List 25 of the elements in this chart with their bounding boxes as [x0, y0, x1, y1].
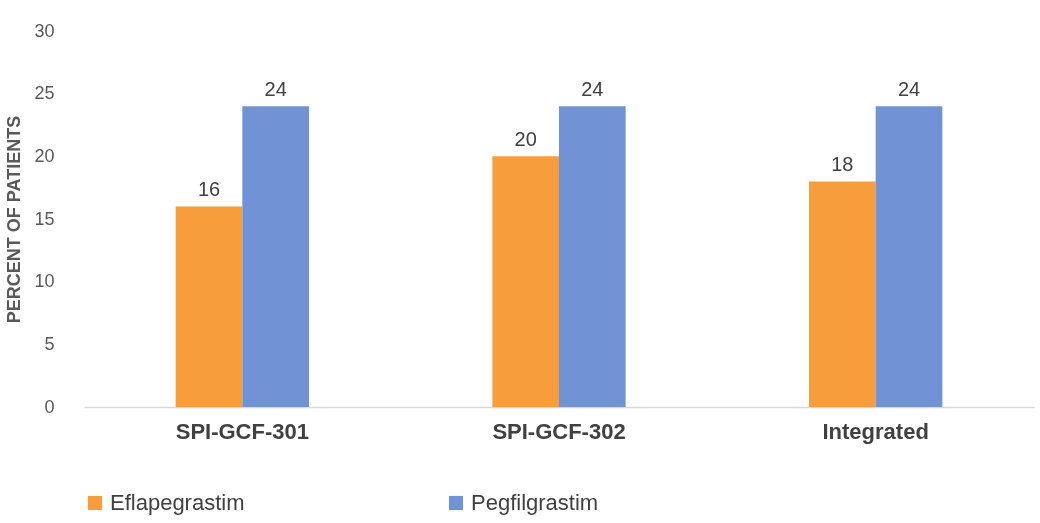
data-label: 16 — [197, 178, 221, 201]
legend-label: Eflapegrastim — [110, 490, 245, 515]
bar — [875, 106, 943, 407]
legend-label: Pegfilgrastim — [471, 490, 599, 515]
data-label: 24 — [264, 78, 287, 101]
bar — [809, 181, 876, 407]
x-tick-label: SPI-GCF-302 — [492, 418, 626, 444]
y-tick-label: 10 — [34, 271, 55, 292]
data-label: 24 — [897, 78, 921, 101]
y-tick-label: 20 — [34, 145, 55, 166]
bar — [492, 156, 559, 407]
y-tick-label: 25 — [34, 83, 55, 104]
y-tick-label: 30 — [34, 20, 55, 41]
bar — [175, 206, 243, 407]
y-axis-title: PERCENT OF PATIENTS — [4, 115, 25, 324]
y-tick-label: 0 — [44, 396, 55, 417]
data-label: 24 — [581, 78, 604, 101]
bar — [242, 106, 309, 407]
data-label: 20 — [514, 128, 537, 151]
x-tick-label: SPI-GCF-301 — [175, 418, 309, 444]
y-tick-label: 5 — [44, 333, 55, 354]
x-tick-label: Integrated — [822, 418, 929, 444]
bar — [559, 106, 626, 407]
y-tick-label: 15 — [34, 208, 55, 229]
data-label: 18 — [831, 153, 854, 176]
